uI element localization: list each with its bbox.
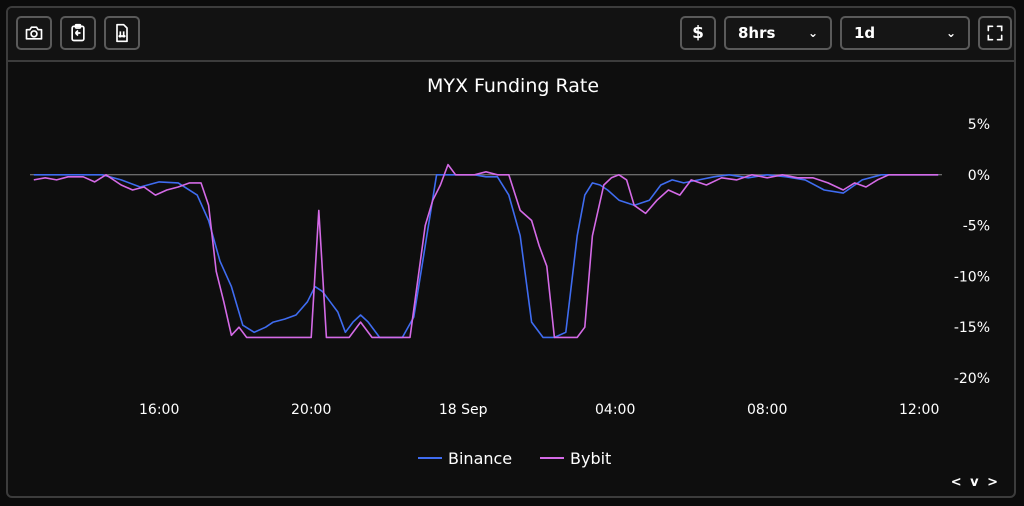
x-tick-label: 04:00 [595,402,635,418]
toolbar: $ 8hrs ⌄ 1d ⌄ [8,8,1014,62]
chevron-down-icon: ⌄ [945,26,956,40]
camera-button[interactable] [16,16,52,50]
interval-value: 8hrs [738,24,776,42]
fullscreen-icon [987,25,1003,41]
legend-label-binance: Binance [448,449,512,468]
legend-label-bybit: Bybit [570,449,611,468]
range-value: 1d [854,24,876,42]
camera-icon [25,26,43,40]
x-tick-label: 16:00 [139,402,179,418]
x-tick-label: 08:00 [747,402,787,418]
y-tick-label: -20% [954,371,990,387]
interval-select[interactable]: 8hrs ⌄ [724,16,832,50]
funding-rate-chart: MYX Funding Rate 5% 0% -5% -10% -15% -20% 16:00… [30,75,990,468]
x-tick-label: 20:00 [291,402,331,418]
x-tick-label: 18 Sep [439,402,488,418]
clipboard-icon [71,23,85,42]
x-tick-label: 12:00 [899,402,939,418]
file-download-icon [116,23,128,43]
y-tick-label: -10% [954,269,990,285]
download-button[interactable] [104,16,140,50]
chart-title: MYX Funding Rate [427,75,599,97]
y-tick-label: -15% [954,320,990,336]
y-tick-label: 0% [968,168,990,184]
copy-clipboard-button[interactable] [60,16,96,50]
series-line-binance [33,174,939,339]
chevron-down-icon: ⌄ [807,26,818,40]
range-select[interactable]: 1d ⌄ [840,16,970,50]
y-tick-label: -5% [963,219,990,235]
y-tick-label: 5% [968,117,990,133]
chart-frame: $ 8hrs ⌄ 1d ⌄ MYX Funding Rate 5% 0% -5% -10… [6,6,1016,498]
fullscreen-button[interactable] [978,16,1012,50]
currency-button[interactable]: $ [680,16,716,50]
corner-nav[interactable]: < v > [950,475,1000,490]
series-line-bybit [33,163,939,339]
